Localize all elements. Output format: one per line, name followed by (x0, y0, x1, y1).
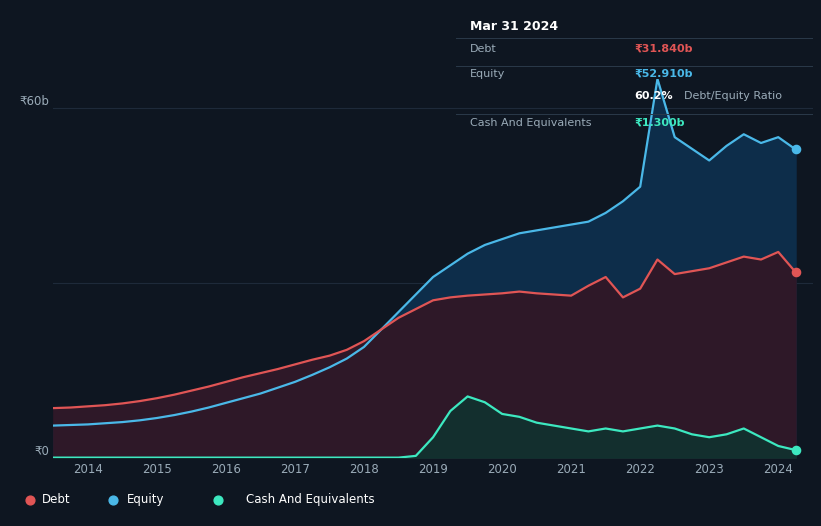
Point (789, 446, 802, 454)
Text: ₹31.840b: ₹31.840b (635, 44, 693, 54)
Point (789, 145, 802, 154)
Point (23, 495, 36, 504)
Text: ₹0: ₹0 (34, 444, 49, 458)
Text: Debt/Equity Ratio: Debt/Equity Ratio (684, 92, 782, 102)
Point (789, 268, 802, 276)
Text: Equity: Equity (470, 69, 505, 79)
Text: Debt: Debt (43, 493, 71, 506)
Text: ₹52.910b: ₹52.910b (635, 69, 693, 79)
Text: Debt: Debt (470, 44, 497, 54)
Text: 60.2%: 60.2% (635, 92, 673, 102)
Text: Equity: Equity (127, 493, 165, 506)
Text: Mar 31 2024: Mar 31 2024 (470, 21, 558, 33)
Text: Cash And Equivalents: Cash And Equivalents (470, 118, 591, 128)
Point (107, 495, 120, 504)
Point (212, 495, 225, 504)
Text: ₹1.300b: ₹1.300b (635, 118, 685, 128)
Text: ₹60b: ₹60b (20, 95, 49, 108)
Text: Cash And Equivalents: Cash And Equivalents (246, 493, 375, 506)
